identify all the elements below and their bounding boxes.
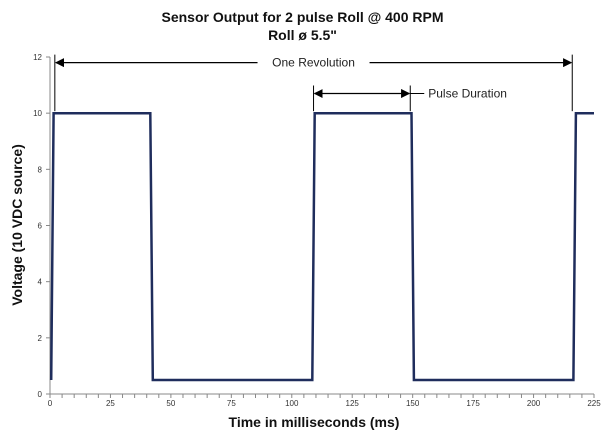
x-tick-label: 25 [106, 399, 115, 408]
x-tick-label: 200 [527, 399, 541, 408]
y-tick-label: 12 [33, 53, 42, 62]
y-tick-label: 2 [38, 334, 43, 343]
y-tick-label: 8 [38, 165, 43, 174]
x-tick-label: 150 [406, 399, 420, 408]
x-tick-label: 100 [285, 399, 299, 408]
y-tick-label: 4 [38, 278, 43, 287]
pulse-series-line [49, 111, 594, 382]
pulse-duration-label: Pulse Duration [428, 87, 507, 101]
y-axis-title: Voltage (10 VDC source) [9, 144, 25, 306]
x-tick-label: 125 [346, 399, 360, 408]
x-tick-label: 225 [587, 399, 601, 408]
y-tick-label: 10 [33, 109, 42, 118]
y-tick-label: 6 [38, 222, 43, 231]
x-axis-title: Time in milliseconds (ms) [229, 414, 400, 430]
y-tick-label: 0 [38, 390, 43, 399]
x-tick-label: 175 [466, 399, 480, 408]
chart-subtitle: Roll ø 5.5" [268, 27, 337, 43]
chart-title: Sensor Output for 2 pulse Roll @ 400 RPM [161, 9, 444, 25]
x-tick-label: 0 [48, 399, 53, 408]
x-tick-label: 75 [227, 399, 236, 408]
one-revolution-label: One Revolution [272, 56, 355, 70]
x-tick-label: 50 [166, 399, 175, 408]
